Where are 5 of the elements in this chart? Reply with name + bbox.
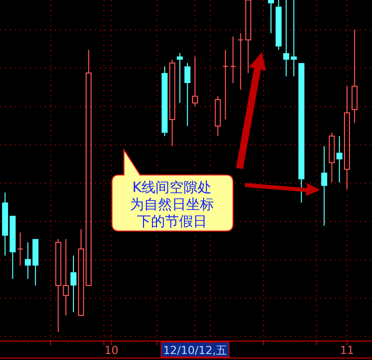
- annotation: K线间空隙处为自然日坐标下的节假日: [130, 180, 214, 230]
- x-tick-label: 11: [340, 344, 354, 357]
- annotation: K线间空隙处为自然日坐标下的节假日: [112, 150, 234, 232]
- x-tick-label: 12/10/12,五: [163, 344, 227, 357]
- x-tick-label: 10: [104, 344, 118, 357]
